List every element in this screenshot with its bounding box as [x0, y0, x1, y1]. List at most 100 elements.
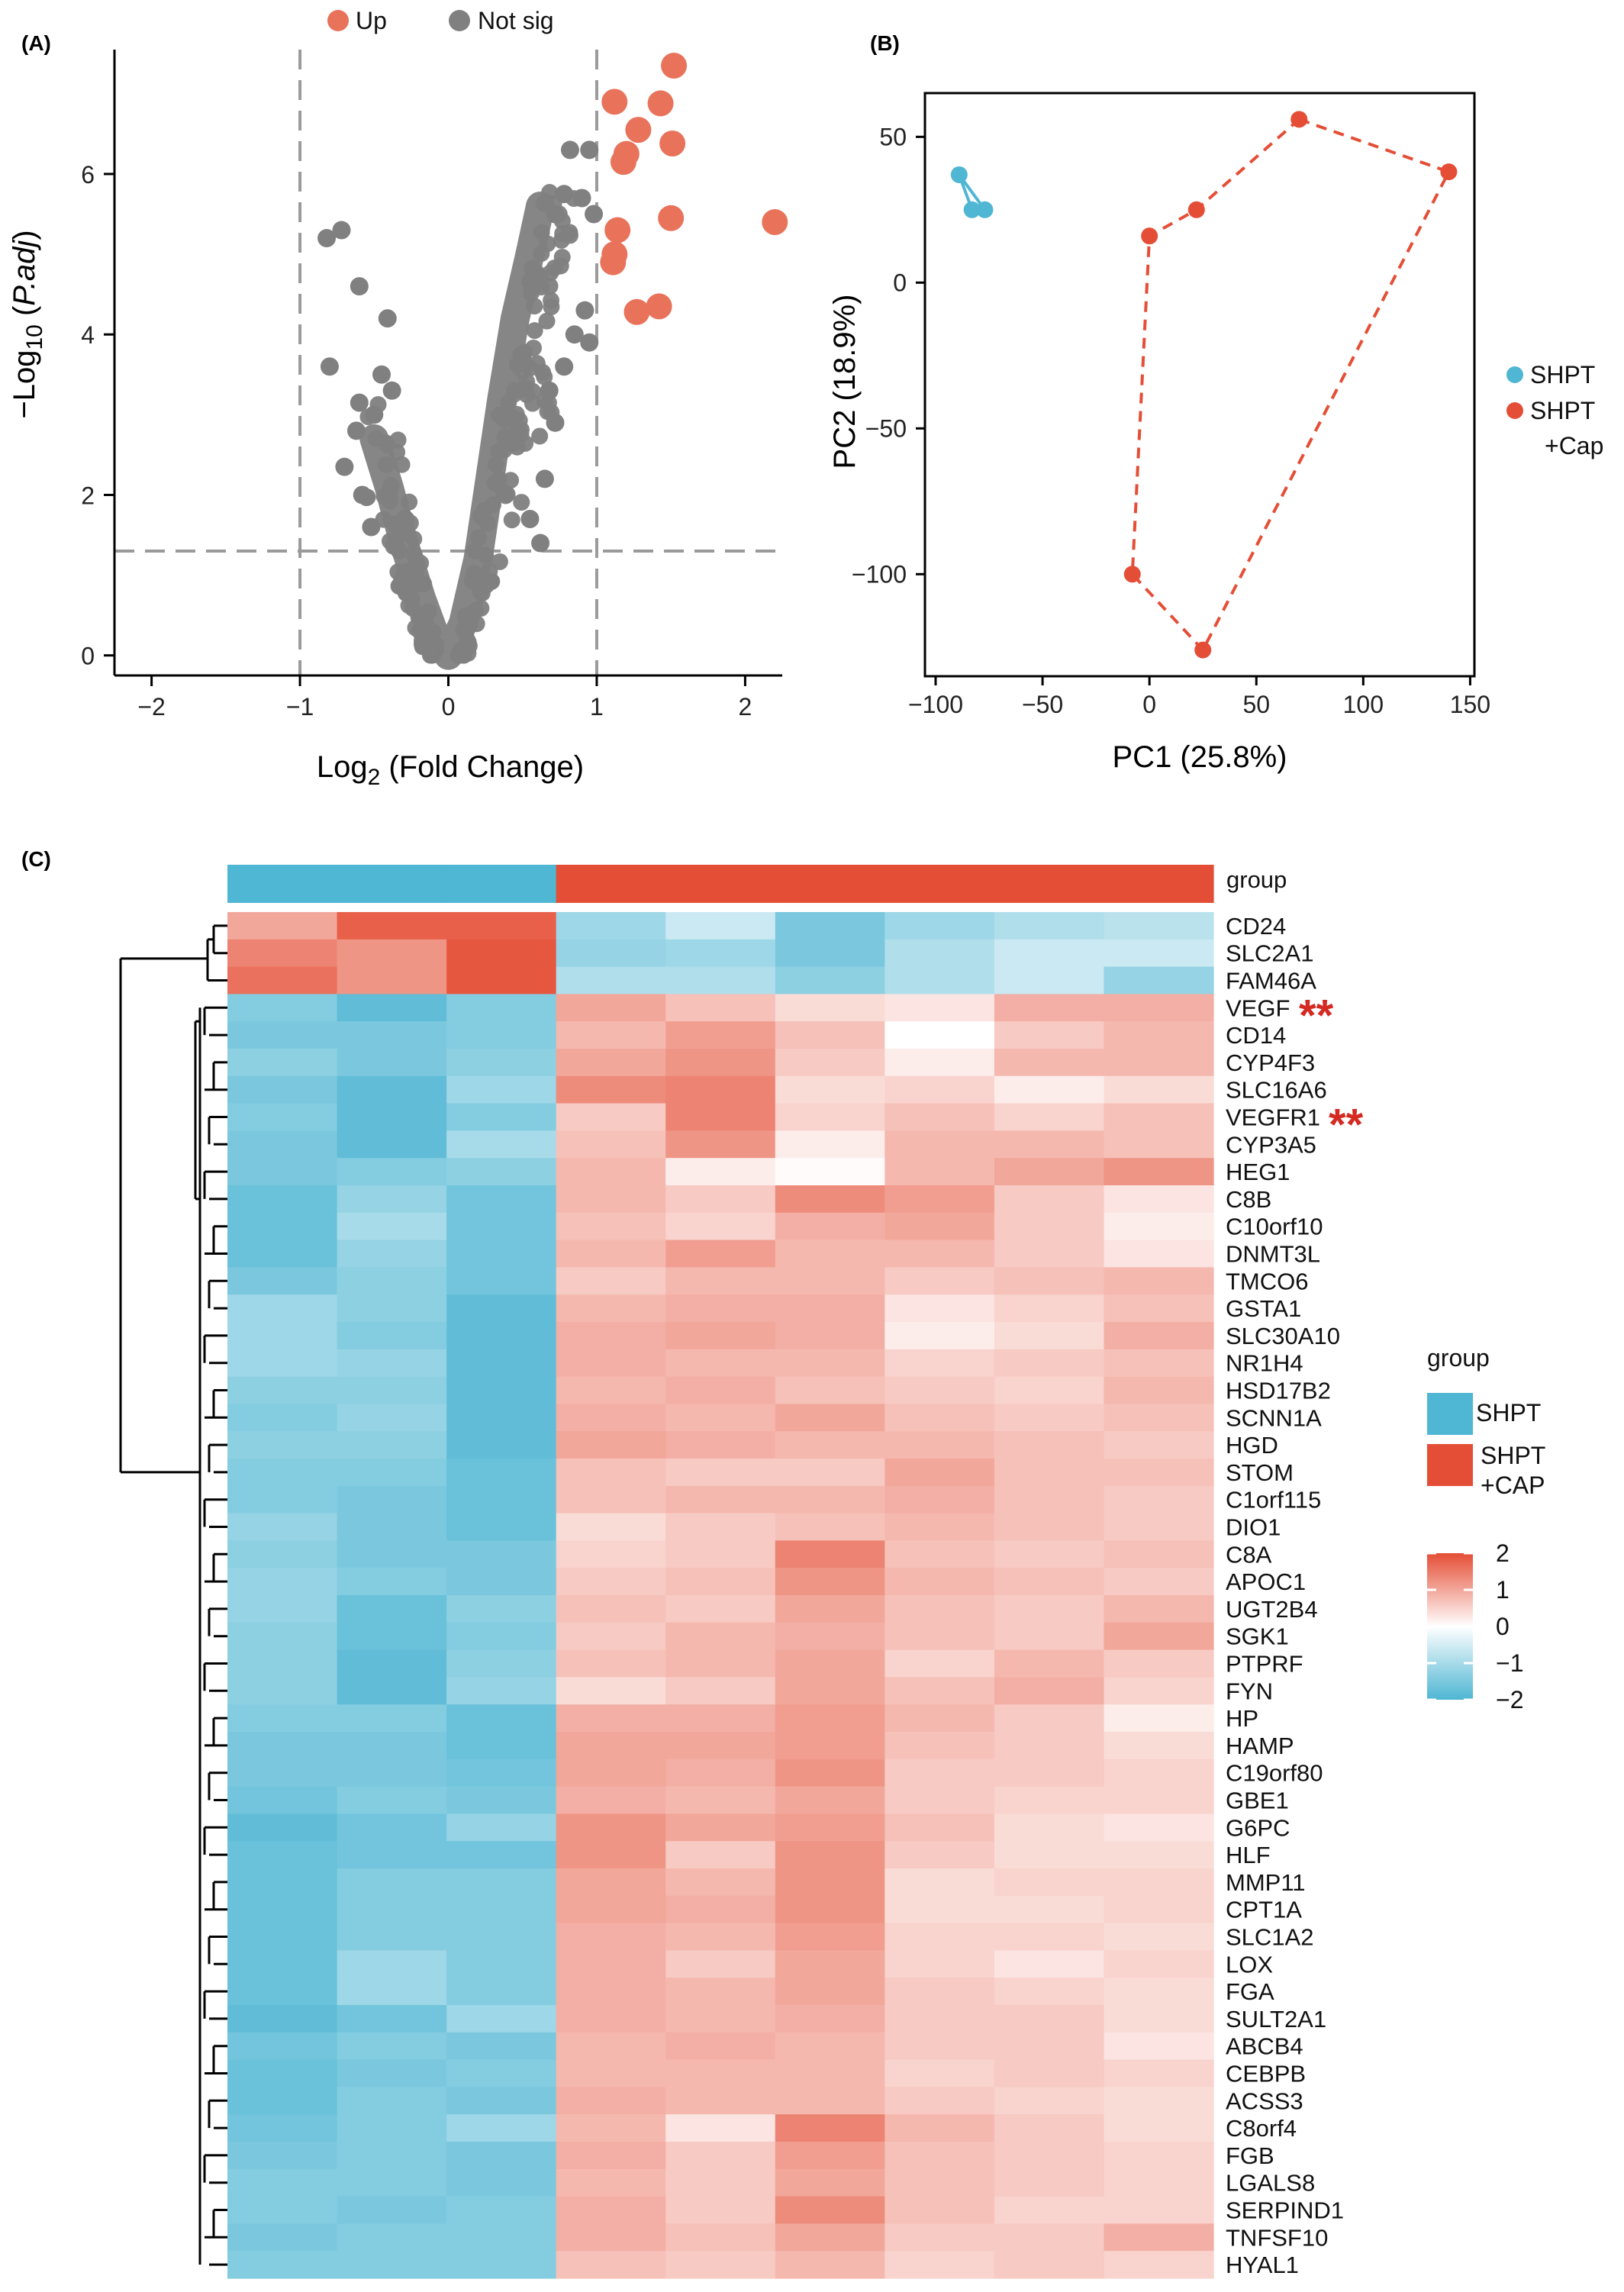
gene-label: C8B — [1226, 1186, 1271, 1213]
heatmap-cell — [884, 1294, 995, 1323]
heatmap-cell — [556, 2032, 666, 2061]
heatmap-cell — [446, 1158, 557, 1186]
gene-label: LOX — [1226, 1951, 1273, 1978]
pca-axes: −100 −50 0 50 100 150 −100 −50 0 50 — [852, 123, 1490, 718]
heatmap-cell — [556, 1513, 666, 1541]
not-sig-point — [580, 333, 599, 352]
heatmap-cell — [1104, 1404, 1214, 1432]
pca-hulls — [957, 118, 1452, 653]
heatmap-cell — [227, 1540, 338, 1568]
heatmap-cell — [337, 2223, 447, 2252]
heatmap-cell — [775, 1923, 885, 1951]
heatmap-cell — [446, 1595, 557, 1623]
heatmap-cell — [994, 1185, 1105, 1214]
heatmap-cell — [884, 2087, 995, 2115]
heatmap-cell — [556, 1732, 666, 1760]
not-sig-point — [398, 563, 415, 580]
heatmap-cell — [337, 966, 447, 994]
pca-y-tick-label: −100 — [852, 560, 907, 588]
heatmap-cell — [446, 2087, 557, 2115]
heatmap-cell — [337, 1021, 447, 1049]
heatmap-cell — [775, 2196, 885, 2224]
heatmap-cell — [884, 2059, 995, 2087]
volcano-y-tick-label: 2 — [81, 482, 95, 509]
not-sig-point — [398, 584, 415, 601]
heatmap-cell — [775, 1021, 885, 1049]
not-sig-point — [353, 485, 372, 504]
heatmap-cell — [556, 1459, 666, 1487]
heatmap-cell — [994, 1677, 1105, 1705]
heatmap-cell — [227, 1322, 338, 1350]
heatmap-cell — [227, 2059, 338, 2087]
group-annotation-cell — [994, 865, 1105, 903]
heatmap-cell — [665, 912, 776, 940]
heatmap-cell — [337, 1868, 447, 1897]
not-sig-point — [572, 189, 591, 208]
heatmap-cell — [1104, 1813, 1214, 1842]
up-point — [624, 298, 650, 325]
heatmap-cell — [337, 1950, 447, 1978]
heatmap-cell — [446, 2196, 557, 2224]
gene-label: SCNN1A — [1226, 1404, 1322, 1431]
not-sig-point — [387, 536, 404, 553]
heatmap-cell — [775, 2223, 885, 2252]
heatmap-cell — [775, 912, 885, 940]
gene-label: SERPIND1 — [1226, 2197, 1344, 2224]
legend-up-swatch — [327, 10, 349, 31]
heatmap-cell — [884, 1758, 995, 1788]
heatmap-cell — [884, 1267, 995, 1295]
heatmap-cell — [665, 1075, 776, 1104]
scale-tick-label: −2 — [1496, 1686, 1523, 1713]
heatmap-cell — [446, 966, 557, 994]
heatmap-cell — [337, 1895, 447, 1924]
not-sig-point — [388, 443, 406, 461]
heatmap-cell — [337, 2005, 447, 2033]
heatmap-cell — [337, 912, 447, 940]
pca-point-cap — [1290, 111, 1308, 128]
heatmap-cell — [884, 1923, 995, 1951]
heatmap-cell — [665, 1376, 776, 1404]
heatmap-cell — [994, 1758, 1105, 1788]
not-sig-point — [546, 205, 565, 224]
heatmap-cell — [775, 1732, 885, 1760]
heatmap-cell — [227, 939, 338, 968]
not-sig-point — [520, 510, 540, 528]
heatmap-cell — [446, 912, 557, 940]
heatmap-cell — [665, 1841, 776, 1869]
heatmap-cell — [994, 1158, 1105, 1186]
heatmap-cell — [446, 1049, 557, 1077]
heatmap-cell — [884, 1239, 995, 1268]
not-sig-point — [580, 140, 599, 160]
not-sig-point — [466, 542, 484, 559]
heatmap-cell — [227, 1485, 338, 1514]
heatmap-cells — [227, 912, 1214, 2279]
pca-y-axis-label: PC2 (18.9%) — [828, 295, 862, 469]
heatmap-cell — [884, 1185, 995, 1214]
heatmap-cell — [665, 1704, 776, 1733]
volcano-x-tick-label: −1 — [286, 693, 314, 720]
gene-label: VEGFR1 — [1226, 1104, 1320, 1131]
heatmap-cell — [556, 1239, 666, 1268]
heatmap-cell — [994, 1978, 1105, 2006]
not-sig-point — [501, 407, 519, 424]
heatmap-cell — [1104, 912, 1214, 940]
heatmap-cell — [1104, 1540, 1214, 1568]
heatmap-cell — [337, 1677, 447, 1705]
heatmap-cell — [1104, 1513, 1214, 1541]
gene-label: SLC1A2 — [1226, 1924, 1313, 1951]
heatmap-cell — [446, 1294, 557, 1323]
heatmap-cell — [994, 939, 1105, 968]
heatmap-cell — [665, 2059, 776, 2087]
heatmap-cell — [337, 1649, 447, 1678]
heatmap-cell — [884, 966, 995, 994]
heatmap-cell — [556, 2114, 666, 2142]
heatmap-cell — [665, 1103, 776, 1131]
heatmap-cell — [556, 2005, 666, 2033]
volcano-points — [317, 53, 788, 553]
not-sig-point — [538, 312, 556, 330]
heatmap-cell — [1104, 1868, 1214, 1897]
up-point — [658, 205, 685, 231]
heatmap-cell — [337, 1130, 447, 1159]
heatmap-cell — [446, 1130, 557, 1159]
heatmap-cell — [337, 2168, 447, 2197]
